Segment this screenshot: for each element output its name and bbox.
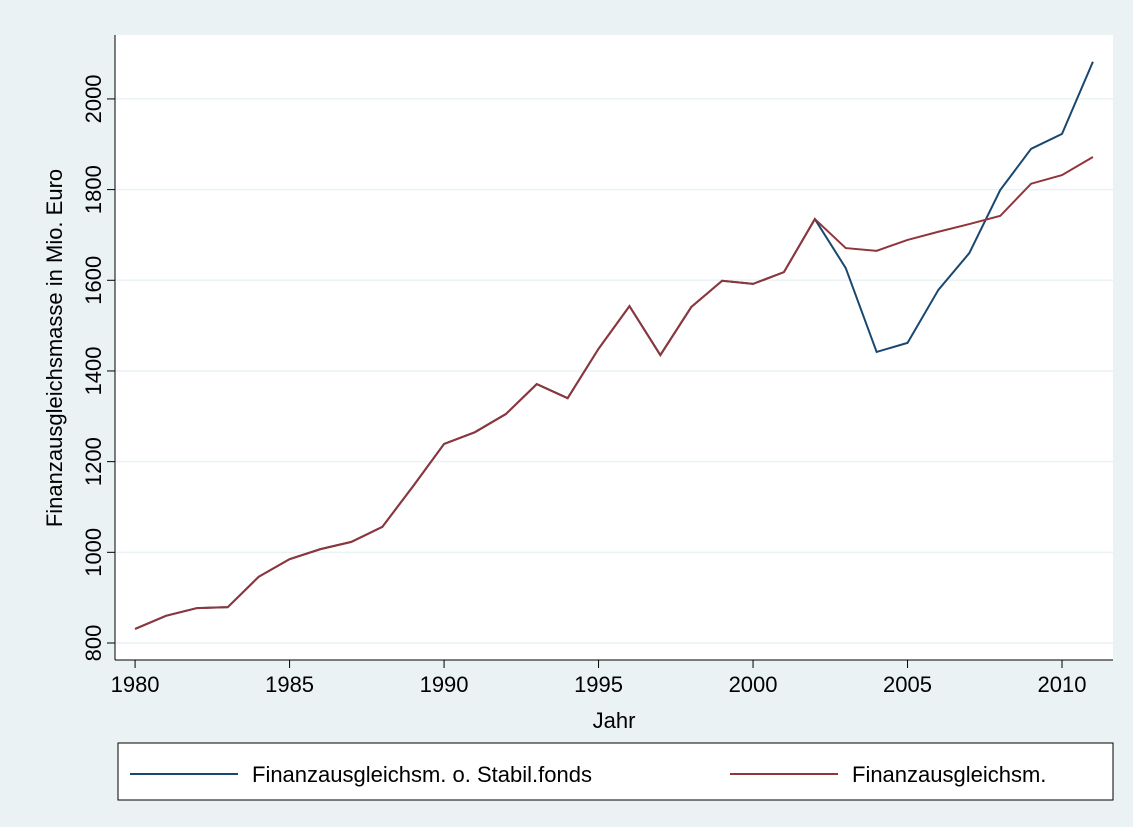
y-tick-label: 2000	[81, 74, 106, 123]
y-tick-label: 800	[81, 625, 106, 662]
x-tick-label: 2000	[729, 672, 778, 697]
y-tick-label: 1000	[81, 528, 106, 577]
x-axis-label: Jahr	[593, 708, 636, 733]
y-axis-label: Finanzausgleichsmasse in Mio. Euro	[42, 169, 67, 527]
line-series	[134, 156, 1094, 630]
plot-area	[115, 35, 1113, 660]
x-tick-label: 1980	[111, 672, 160, 697]
legend-label: Finanzausgleichsm. o. Stabil.fonds	[252, 762, 592, 787]
x-tick-label: 2005	[883, 672, 932, 697]
legend-label: Finanzausgleichsm.	[852, 762, 1046, 787]
y-tick-label: 1400	[81, 346, 106, 395]
legend-box	[117, 742, 1114, 801]
y-tick-label: 1200	[81, 437, 106, 486]
y-tick-label: 1800	[81, 165, 106, 214]
x-tick-label: 1995	[574, 672, 623, 697]
y-tick-label: 1600	[81, 256, 106, 305]
x-tick-label: 1990	[420, 672, 469, 697]
x-tick-label: 2010	[1038, 672, 1087, 697]
x-tick-label: 1985	[265, 672, 314, 697]
